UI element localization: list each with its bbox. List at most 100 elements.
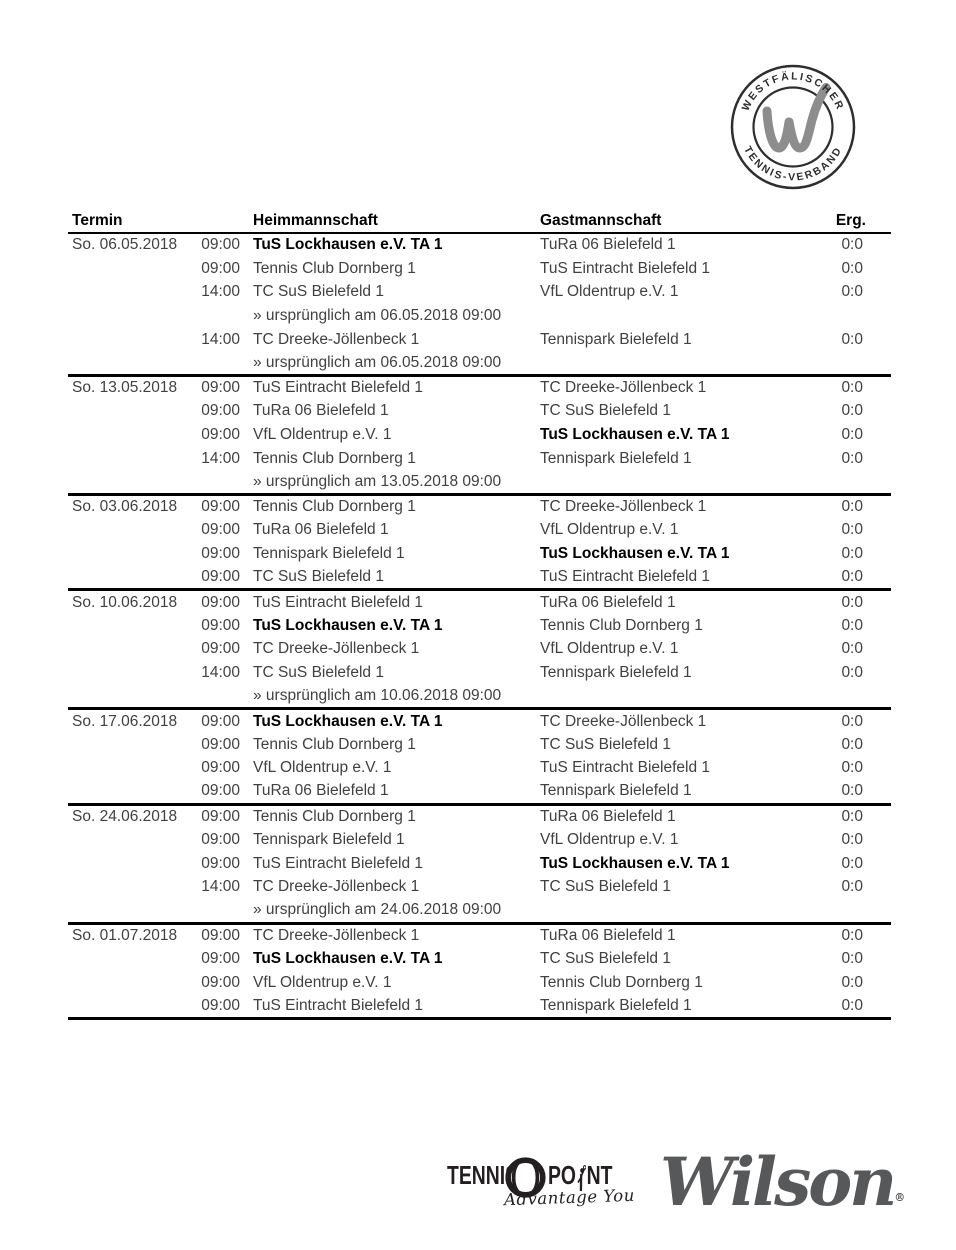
match-result: 0:0	[841, 712, 863, 730]
match-home-team: TC Dreeke-Jöllenbeck 1	[253, 926, 420, 944]
match-date	[68, 614, 190, 638]
match-home-team: TC SuS Bielefeld 1	[253, 664, 384, 682]
match-guest-team: TC Dreeke-Jöllenbeck 1	[540, 379, 707, 397]
tennis-point-tagline: Advantage You	[503, 1185, 636, 1210]
match-home-team: Tennis Club Dornberg 1	[253, 498, 416, 516]
match-time: 14:00	[201, 283, 240, 301]
match-home-team: Tennis Club Dornberg 1	[253, 807, 416, 825]
match-time: 09:00	[201, 854, 240, 872]
reschedule-note: » ursprünglich am 10.06.2018 09:00	[245, 685, 891, 711]
table-row: 09:00 VfL Oldentrup e.V. 1 TuS Lockhausen …	[68, 423, 891, 447]
match-time: 09:00	[201, 545, 240, 563]
match-result: 0:0	[841, 283, 863, 301]
match-date: So. 10.06.2018	[72, 593, 178, 611]
match-result: 0:0	[810, 566, 891, 592]
match-time: 09:00	[201, 926, 240, 944]
table-row: 14:00 TC SuS Bielefeld 1 VfL Oldentrup e.V…	[68, 281, 891, 305]
schedule-table-wrap: Termin Heimmannschaft Gastmannschaft Erg…	[68, 209, 891, 1020]
point-letters-nt: NT	[586, 1162, 613, 1190]
match-guest-team: TC SuS Bielefeld 1	[540, 735, 671, 753]
match-result: 0:0	[841, 402, 863, 420]
match-guest-team: TuRa 06 Bielefeld 1	[540, 807, 676, 825]
match-home-team: TC SuS Bielefeld 1	[253, 283, 384, 301]
match-result: 0:0	[841, 735, 863, 753]
match-guest-team: Tennispark Bielefeld 1	[540, 780, 810, 806]
note-spacer-time	[190, 470, 245, 497]
match-result: 0:0	[841, 521, 863, 539]
table-row: 09:00 TC Dreeke-Jöllenbeck 1 VfL Oldentrup…	[68, 638, 891, 662]
col-header-heimmannschaft: Heimmannschaft	[245, 209, 540, 234]
match-home-team: TuS Lockhausen e.V. TA 1	[253, 712, 443, 730]
match-guest-team: TuS Lockhausen e.V. TA 1	[540, 545, 730, 563]
match-guest-team: TuS Eintracht Bielefeld 1	[540, 566, 810, 592]
match-date	[68, 780, 190, 806]
match-result: 0:0	[841, 545, 863, 563]
date-block: So. 13.05.2018 09:00 TuS Eintracht Bielefe…	[68, 376, 891, 497]
match-time: 14:00	[201, 664, 240, 682]
match-result: 0:0	[810, 780, 891, 806]
date-block: So. 06.05.2018 09:00 TuS Lockhausen e.V. T…	[68, 233, 891, 378]
match-guest-team: VfL Oldentrup e.V. 1	[540, 830, 679, 848]
match-date	[68, 423, 190, 447]
note-spacer-time	[190, 899, 245, 925]
match-time: 09:00	[201, 426, 240, 444]
table-row: 09:00 TuRa 06 Bielefeld 1 Tennispark Biele…	[68, 780, 891, 806]
match-time: 09:00	[201, 830, 240, 848]
match-date: So. 13.05.2018	[72, 379, 178, 397]
note-spacer-date	[68, 470, 190, 497]
match-guest-team: Tennispark Bielefeld 1	[540, 331, 692, 349]
match-result: 0:0	[841, 973, 863, 991]
date-block: So. 24.06.2018 09:00 Tennis Club Dornberg …	[68, 804, 891, 925]
match-result: 0:0	[841, 379, 863, 397]
reschedule-note: » ursprünglich am 24.06.2018 09:00	[245, 899, 891, 925]
match-home-team: TuRa 06 Bielefeld 1	[253, 402, 389, 420]
date-block: So. 17.06.2018 09:00 TuS Lockhausen e.V. T…	[68, 709, 891, 806]
match-guest-team: VfL Oldentrup e.V. 1	[540, 283, 679, 301]
match-result: 0:0	[841, 830, 863, 848]
wilson-wordmark: Wilson	[660, 1143, 897, 1221]
match-result: 0:0	[841, 949, 863, 967]
table-row: So. 03.06.2018 09:00 Tennis Club Dornberg …	[68, 495, 891, 519]
match-guest-team: Tennis Club Dornberg 1	[540, 973, 703, 991]
table-row: 14:00 TC SuS Bielefeld 1 Tennispark Bielef…	[68, 661, 891, 685]
match-result: 0:0	[841, 426, 863, 444]
table-row: So. 13.05.2018 09:00 TuS Eintracht Bielefe…	[68, 376, 891, 400]
schedule-table: Termin Heimmannschaft Gastmannschaft Erg…	[68, 209, 891, 1020]
match-home-team: TuS Lockhausen e.V. TA 1	[253, 616, 443, 634]
match-result: 0:0	[841, 807, 863, 825]
table-header-row: Termin Heimmannschaft Gastmannschaft Erg…	[68, 209, 891, 234]
table-row: So. 01.07.2018 09:00 TC Dreeke-Jöllenbeck …	[68, 923, 891, 947]
table-row: So. 17.06.2018 09:00 TuS Lockhausen e.V. T…	[68, 709, 891, 733]
match-result: 0:0	[841, 331, 863, 349]
match-home-team: TuS Lockhausen e.V. TA 1	[253, 236, 443, 254]
match-date	[68, 400, 190, 424]
match-guest-team: TuS Lockhausen e.V. TA 1	[540, 854, 730, 872]
match-date: So. 24.06.2018	[72, 807, 178, 825]
match-time: 14:00	[201, 450, 240, 468]
match-time: 09:00	[201, 712, 240, 730]
match-home-team: Tennis Club Dornberg 1	[253, 450, 416, 468]
match-time: 09:00	[201, 807, 240, 825]
match-home-team: TC Dreeke-Jöllenbeck 1	[253, 331, 420, 349]
match-time: 09:00	[201, 236, 240, 254]
match-guest-team: TuS Lockhausen e.V. TA 1	[540, 426, 730, 444]
match-date	[68, 876, 190, 900]
match-guest-team: TC SuS Bielefeld 1	[540, 402, 671, 420]
match-home-team: VfL Oldentrup e.V. 1	[253, 973, 392, 991]
match-time: 09:00	[190, 994, 245, 1020]
table-row: 09:00 TuS Lockhausen e.V. TA 1 TC SuS Biel…	[68, 947, 891, 971]
match-date	[68, 994, 190, 1020]
tennis-point-word-point: PO NT	[548, 1162, 613, 1192]
match-guest-team: TuRa 06 Bielefeld 1	[540, 926, 676, 944]
match-time: 09:00	[190, 780, 245, 806]
match-home-team: Tennispark Bielefeld 1	[253, 830, 405, 848]
date-block: So. 10.06.2018 09:00 TuS Eintracht Bielefe…	[68, 590, 891, 711]
match-date: So. 17.06.2018	[72, 712, 178, 730]
match-date	[68, 852, 190, 876]
match-guest-team: TC SuS Bielefeld 1	[540, 949, 671, 967]
note-row: » ursprünglich am 24.06.2018 09:00	[68, 899, 891, 925]
reschedule-note: » ursprünglich am 06.05.2018 09:00	[245, 351, 891, 378]
match-result: 0:0	[841, 616, 863, 634]
table-row: 09:00 TuS Eintracht Bielefeld 1 Tennispark…	[68, 994, 891, 1020]
match-result: 0:0	[841, 593, 863, 611]
